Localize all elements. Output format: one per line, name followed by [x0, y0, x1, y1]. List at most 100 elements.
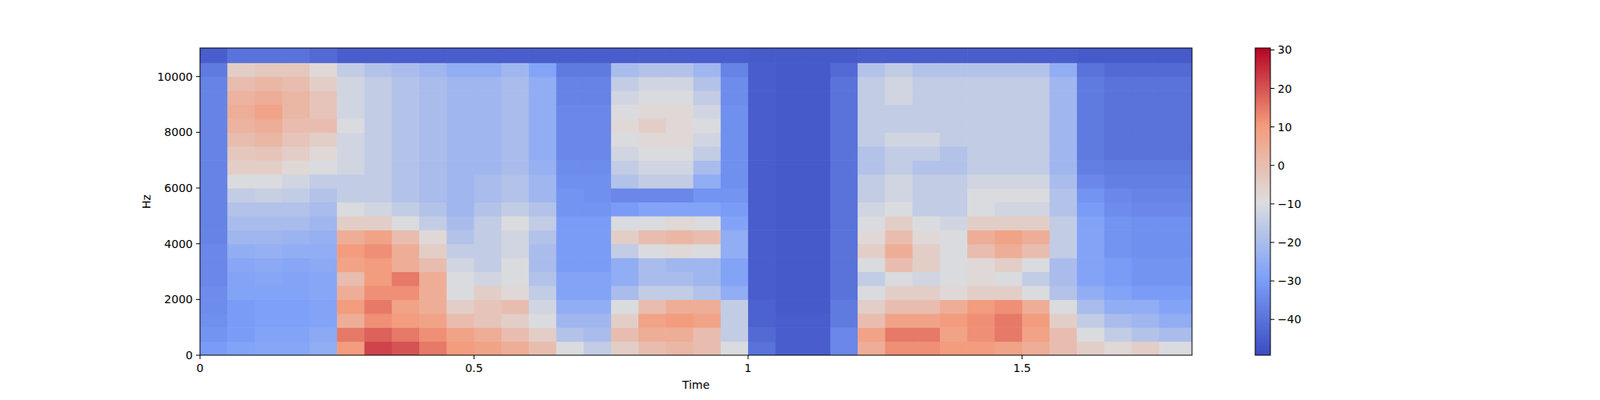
cell: [419, 132, 448, 147]
cell: [419, 174, 448, 189]
cell: [1049, 188, 1078, 203]
cell: [1104, 62, 1132, 77]
cell: [720, 229, 749, 244]
cell: [282, 118, 311, 133]
cell: [720, 90, 749, 105]
cell: [282, 146, 311, 161]
cell: [1049, 118, 1078, 133]
cell: [611, 160, 640, 175]
cell: [830, 313, 859, 328]
colorbar-tick-label: 20: [1277, 82, 1292, 96]
cell: [994, 118, 1023, 133]
cell: [1132, 285, 1160, 300]
cell: [1022, 132, 1051, 147]
cell: [884, 285, 913, 300]
cell: [1049, 285, 1078, 300]
cell: [994, 272, 1023, 287]
cell: [912, 257, 941, 272]
cell: [474, 216, 503, 231]
cell: [282, 341, 311, 356]
cell: [884, 188, 913, 203]
cell: [446, 48, 475, 64]
cell: [584, 90, 612, 105]
cell: [1022, 257, 1051, 272]
cell: [720, 272, 749, 287]
cell: [967, 229, 996, 244]
cell: [309, 104, 338, 120]
cell: [200, 229, 228, 244]
cell: [1022, 160, 1051, 175]
cell: [857, 118, 886, 133]
cell: [474, 272, 503, 287]
cell: [1022, 327, 1051, 342]
cell: [528, 104, 557, 120]
cell: [803, 313, 832, 328]
cell: [255, 76, 284, 92]
cell: [884, 341, 913, 356]
cell: [392, 257, 420, 272]
cell: [994, 313, 1023, 328]
cell: [446, 244, 475, 259]
cell: [227, 76, 256, 92]
cell: [1132, 216, 1160, 231]
cell: [1104, 257, 1132, 272]
cell: [528, 132, 557, 147]
cell: [830, 244, 859, 259]
cell: [1049, 48, 1078, 64]
cell: [693, 327, 722, 342]
cell: [830, 146, 859, 161]
cell: [1104, 341, 1132, 356]
cell: [282, 229, 311, 244]
cell: [309, 299, 338, 314]
cell: [912, 118, 941, 133]
cell: [309, 48, 338, 64]
cell: [1159, 62, 1192, 77]
cell: [501, 118, 530, 133]
cell: [1049, 90, 1078, 105]
y-tick-label: 6000: [164, 181, 193, 195]
cell: [336, 160, 365, 175]
cell: [748, 62, 776, 77]
cell: [775, 257, 804, 272]
cell: [638, 48, 667, 64]
cells: [200, 48, 1192, 356]
cell: [200, 272, 228, 287]
cell: [940, 48, 968, 64]
cell: [419, 62, 448, 77]
cell: [392, 285, 420, 300]
cell: [364, 146, 393, 161]
cell: [419, 313, 448, 328]
cell: [501, 216, 530, 231]
cell: [446, 174, 475, 189]
cell: [638, 62, 667, 77]
cell: [474, 327, 503, 342]
cell: [940, 174, 968, 189]
cell: [419, 188, 448, 203]
cell: [665, 90, 694, 105]
cell: [1104, 132, 1132, 147]
cell: [912, 313, 941, 328]
cell: [884, 327, 913, 342]
cell: [1159, 216, 1192, 231]
cell: [419, 244, 448, 259]
cell: [940, 216, 968, 231]
cell: [994, 132, 1023, 147]
cell: [446, 216, 475, 231]
cell: [720, 146, 749, 161]
cell: [693, 118, 722, 133]
cell: [1132, 62, 1160, 77]
cell: [994, 299, 1023, 314]
cell: [227, 216, 256, 231]
cell: [336, 229, 365, 244]
cell: [884, 146, 913, 161]
colorbar-tick: [1270, 49, 1275, 51]
cell: [227, 327, 256, 342]
cell: [857, 272, 886, 287]
cell: [994, 146, 1023, 161]
cell: [884, 48, 913, 64]
cell: [309, 313, 338, 328]
cell: [528, 188, 557, 203]
cell: [227, 188, 256, 203]
cell: [884, 244, 913, 259]
cell: [1076, 299, 1105, 314]
